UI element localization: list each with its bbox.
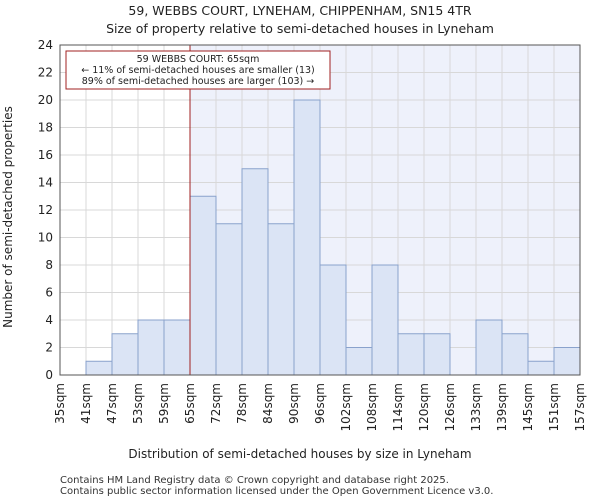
bar xyxy=(397,333,425,376)
bar xyxy=(189,195,217,376)
x-tick-label: 151sqm xyxy=(547,383,561,431)
bar xyxy=(501,333,529,376)
bar xyxy=(267,223,295,376)
x-tick-label: 59sqm xyxy=(157,383,171,424)
x-tick-label: 35sqm xyxy=(53,383,67,424)
x-axis-label: Distribution of semi-detached houses by … xyxy=(128,447,471,461)
bar xyxy=(293,99,321,376)
y-tick-label: 2 xyxy=(45,341,53,355)
x-tick-label: 157sqm xyxy=(573,383,587,431)
annotation-border xyxy=(65,50,331,90)
x-tick-label: 114sqm xyxy=(391,383,405,431)
y-tick-label: 0 xyxy=(45,368,53,382)
chart-title: 59, WEBBS COURT, LYNEHAM, CHIPPENHAM, SN… xyxy=(128,3,471,18)
x-tick-labels: 35sqm 41sqm 47sqm 53sqm 59sqm 65sqm 72sqm 78sqm… xyxy=(53,383,587,431)
annotation-title: 59 WEBBS COURT: 65sqm xyxy=(137,54,260,65)
bar xyxy=(527,360,555,376)
x-tick-label: 102sqm xyxy=(339,383,353,431)
x-tick-label: 72sqm xyxy=(209,383,223,424)
y-tick-label: 24 xyxy=(38,38,53,52)
y-tick-label: 10 xyxy=(38,231,53,245)
y-tick-label: 16 xyxy=(38,148,53,162)
footer-copyright: Contains HM Land Registry data © Crown c… xyxy=(60,475,449,486)
plot-frame xyxy=(59,44,581,376)
x-tick-label: 145sqm xyxy=(521,383,535,431)
y-tick-label: 14 xyxy=(38,176,53,190)
bar xyxy=(215,223,243,376)
bar xyxy=(423,333,451,376)
x-tick-label: 139sqm xyxy=(495,383,509,431)
x-tick-label: 126sqm xyxy=(443,383,457,431)
y-axis-label: Number of semi-detached properties xyxy=(1,106,15,328)
bar xyxy=(553,347,581,376)
bar xyxy=(475,319,503,376)
x-tick-label: 78sqm xyxy=(235,383,249,424)
x-tick-label: 84sqm xyxy=(261,383,275,424)
chart-subtitle: Size of property relative to semi-detach… xyxy=(106,21,494,36)
footer-licence: Contains public sector information licen… xyxy=(60,486,493,497)
annotation-larger: 89% of semi-detached houses are larger (… xyxy=(82,76,315,87)
x-tick-label: 47sqm xyxy=(105,383,119,424)
y-tick-label: 6 xyxy=(45,286,53,300)
bar xyxy=(345,347,373,376)
x-tick-label: 53sqm xyxy=(131,383,145,424)
x-tick-label: 133sqm xyxy=(469,383,483,431)
y-tick-label: 4 xyxy=(45,313,53,327)
bar xyxy=(319,264,347,376)
bar xyxy=(137,319,165,376)
annotation-smaller: ← 11% of semi-detached houses are smalle… xyxy=(81,65,315,76)
x-tick-label: 108sqm xyxy=(365,383,379,431)
y-tick-label: 22 xyxy=(38,66,53,80)
bar xyxy=(163,319,191,376)
bar xyxy=(371,264,399,376)
bar xyxy=(111,333,139,376)
y-tick-label: 20 xyxy=(38,93,53,107)
annotation-box: 59 WEBBS COURT: 65sqm ← 11% of semi-deta… xyxy=(65,50,331,90)
y-tick-label: 8 xyxy=(45,258,53,272)
y-tick-label: 18 xyxy=(38,121,53,135)
x-tick-label: 120sqm xyxy=(417,383,431,431)
y-tick-label: 12 xyxy=(38,203,53,217)
x-tick-label: 90sqm xyxy=(287,383,301,424)
bar xyxy=(241,168,269,376)
x-tick-label: 65sqm xyxy=(183,383,197,424)
x-tick-label: 96sqm xyxy=(313,383,327,424)
x-tick-label: 41sqm xyxy=(79,383,93,424)
bar xyxy=(85,360,113,376)
